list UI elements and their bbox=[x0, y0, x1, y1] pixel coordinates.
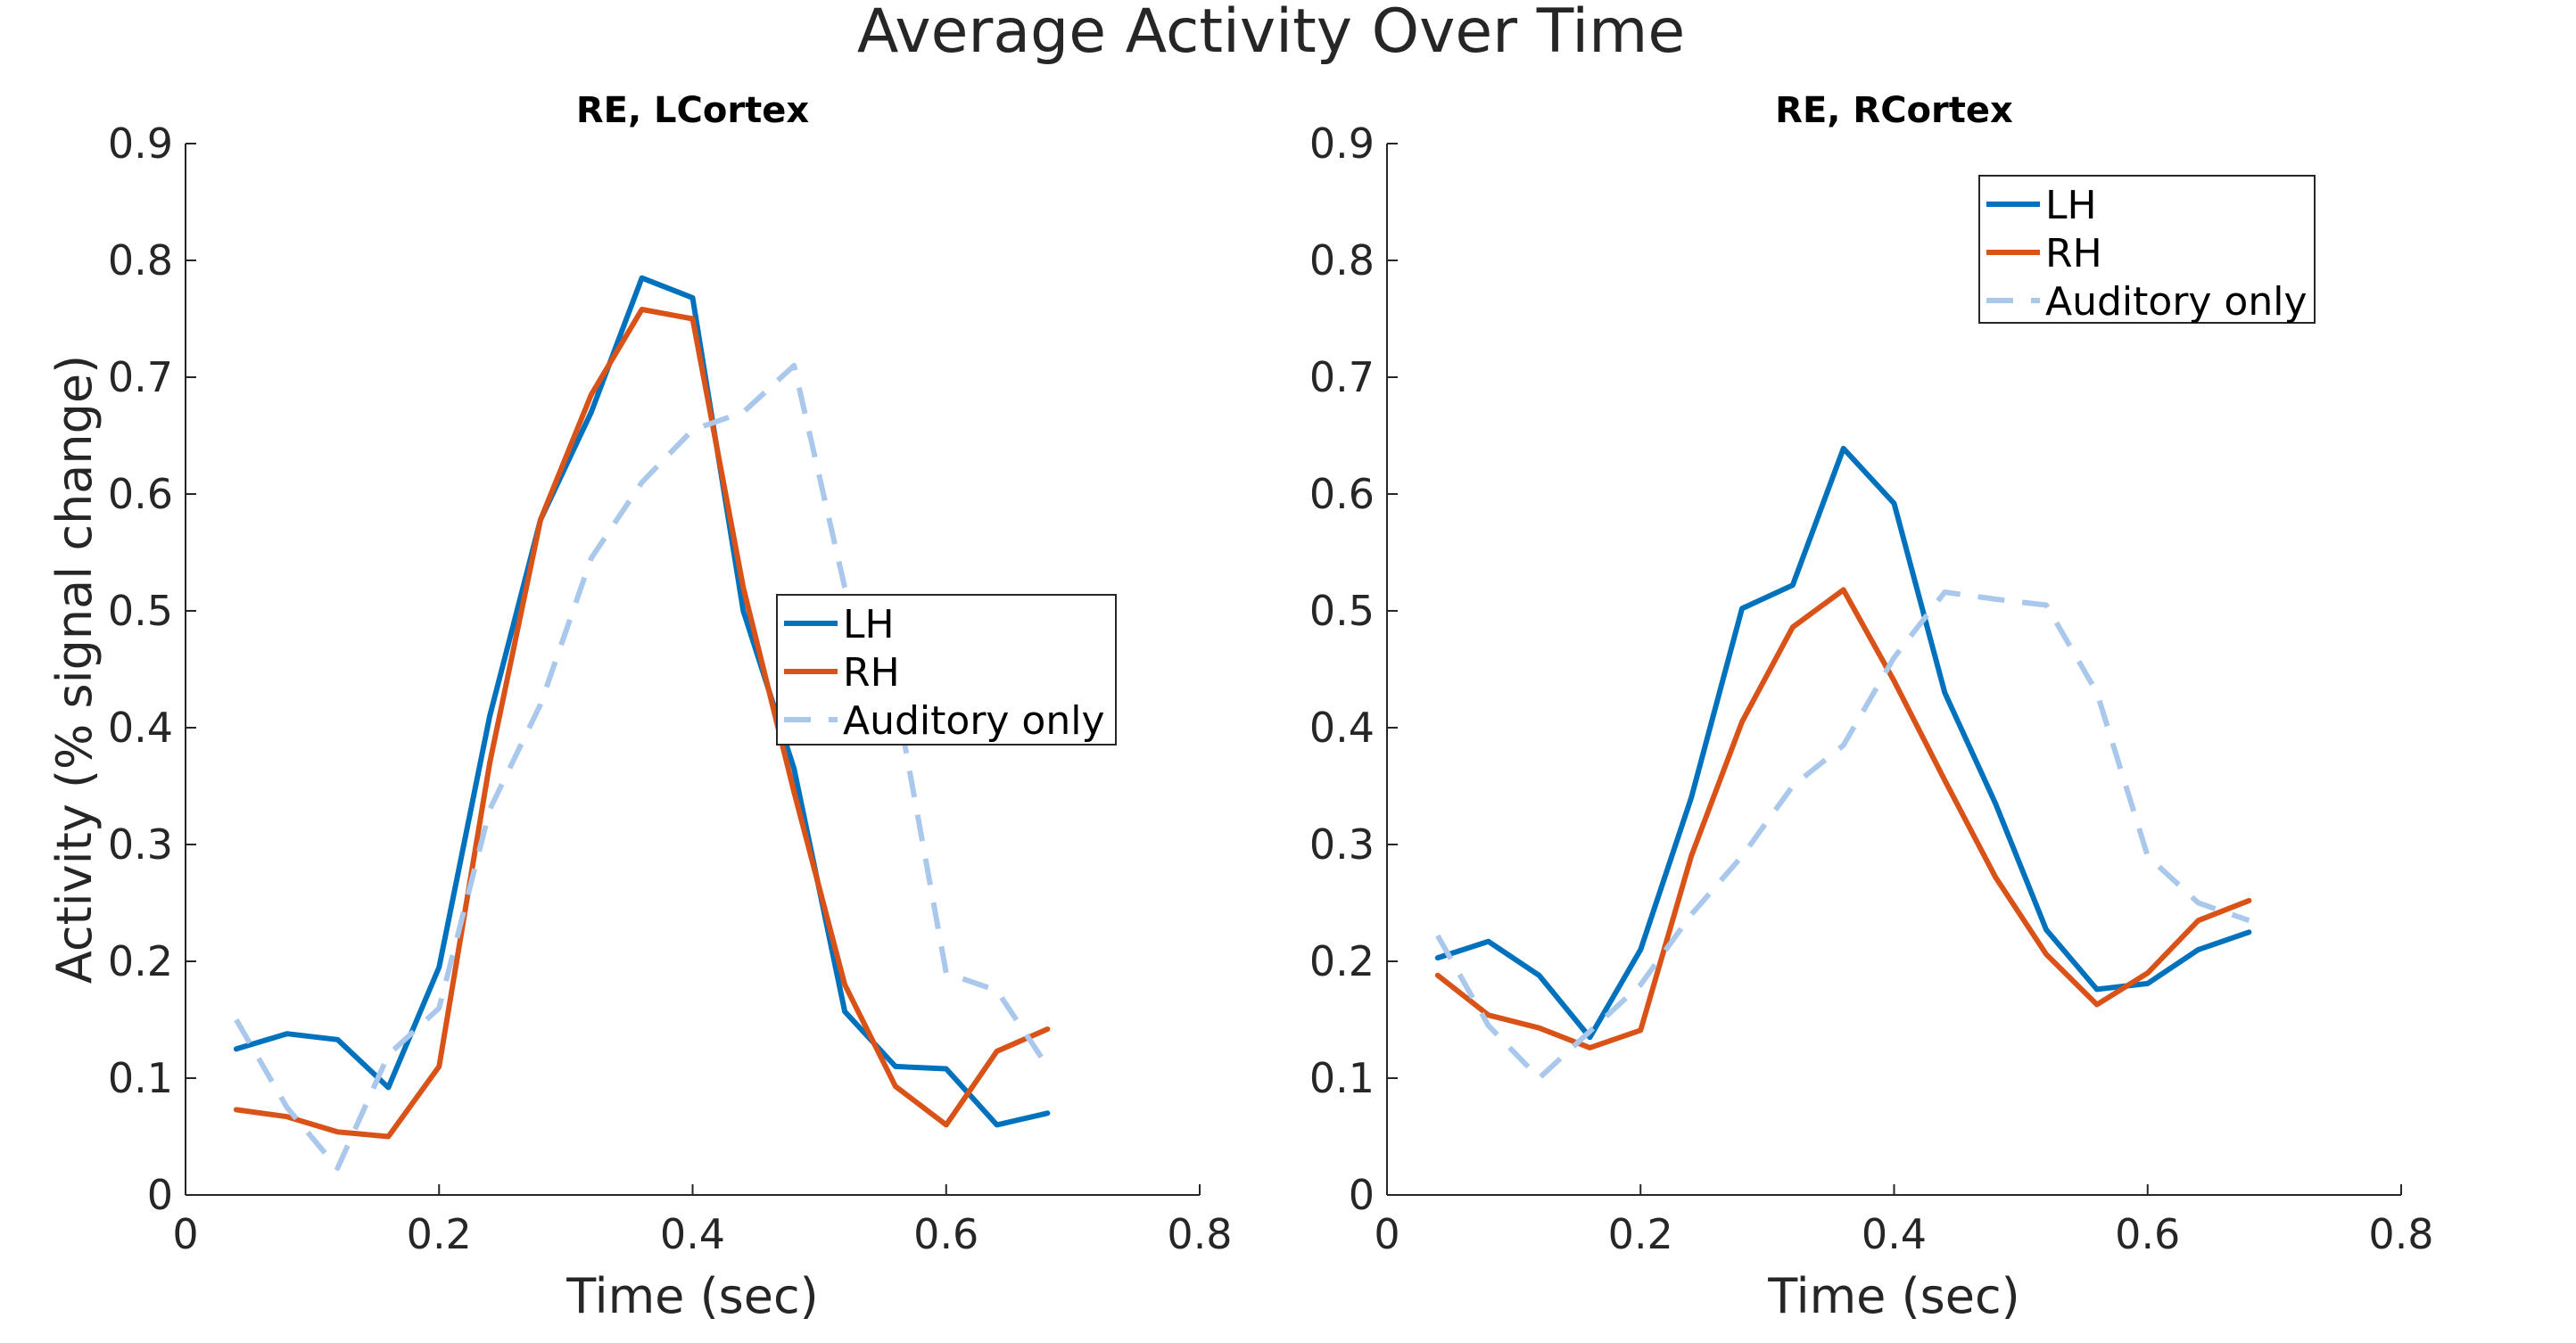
y-tick-label: 0.1 bbox=[1309, 1054, 1375, 1102]
x-tick-label: 0.6 bbox=[913, 1210, 978, 1258]
y-tick-label: 0.6 bbox=[1309, 470, 1375, 518]
series-line-rh bbox=[1438, 589, 2250, 1048]
x-axis-label: Time (sec) bbox=[566, 1268, 819, 1324]
x-tick-label: 0.8 bbox=[1167, 1210, 1232, 1258]
y-axis-label: Activity (% signal change) bbox=[46, 355, 103, 984]
y-tick-label: 0 bbox=[147, 1171, 173, 1219]
y-tick-label: 0.7 bbox=[1309, 353, 1375, 401]
series-line-auditory-only bbox=[1438, 592, 2250, 1078]
x-tick-label: 0.2 bbox=[1608, 1210, 1673, 1258]
figure-title: Average Activity Over Time bbox=[857, 0, 1685, 67]
y-tick-label: 0.3 bbox=[1309, 820, 1375, 869]
legend-label: RH bbox=[843, 650, 900, 696]
y-tick-label: 0.9 bbox=[108, 119, 173, 168]
y-tick-label: 0.6 bbox=[108, 470, 173, 518]
x-tick-label: 0 bbox=[1374, 1210, 1399, 1258]
legend-label: Auditory only bbox=[2045, 279, 2308, 325]
x-tick-label: 0.4 bbox=[660, 1210, 725, 1258]
y-tick-label: 0.9 bbox=[1309, 119, 1375, 168]
x-tick-label: 0.4 bbox=[1862, 1210, 1927, 1258]
x-axis-label: Time (sec) bbox=[1767, 1268, 2020, 1324]
legend-label: LH bbox=[843, 602, 895, 647]
x-tick-label: 0.8 bbox=[2368, 1210, 2433, 1258]
legend-label: RH bbox=[2045, 231, 2102, 276]
y-tick-label: 0.5 bbox=[1309, 587, 1375, 635]
y-tick-label: 0.4 bbox=[1309, 704, 1375, 752]
x-tick-label: 0.2 bbox=[407, 1210, 472, 1258]
y-tick-label: 0 bbox=[1349, 1171, 1375, 1219]
x-tick-label: 0 bbox=[172, 1210, 198, 1258]
y-tick-label: 0.1 bbox=[108, 1054, 173, 1102]
panel-title: RE, RCortex bbox=[1775, 90, 2013, 131]
legend-label: LH bbox=[2045, 183, 2097, 228]
x-tick-label: 0.6 bbox=[2115, 1210, 2180, 1258]
y-tick-label: 0.2 bbox=[1309, 937, 1375, 985]
legend-label: Auditory only bbox=[843, 698, 1105, 744]
chart-panel-1: 0 0.2 0.4 0.6 0.8 0 0.1 0.2 0.3 0.4 0.5 0.6 0.7 0.8 0.… bbox=[46, 90, 1233, 1324]
y-tick-label: 0.7 bbox=[108, 353, 173, 401]
panel-title: RE, LCortex bbox=[576, 90, 810, 131]
y-tick-label: 0.8 bbox=[108, 236, 173, 284]
y-tick-label: 0.2 bbox=[108, 937, 173, 985]
chart-panel-2: 0 0.2 0.4 0.6 0.8 0 0.1 0.2 0.3 0.4 0.5 0.6 0.7 0.8 0.… bbox=[1309, 90, 2434, 1324]
y-tick-label: 0.5 bbox=[108, 587, 173, 635]
y-tick-label: 0.4 bbox=[108, 704, 173, 752]
y-tick-label: 0.3 bbox=[108, 820, 173, 869]
series-line-auditory-only bbox=[236, 366, 1048, 1168]
y-tick-label: 0.8 bbox=[1309, 236, 1375, 284]
